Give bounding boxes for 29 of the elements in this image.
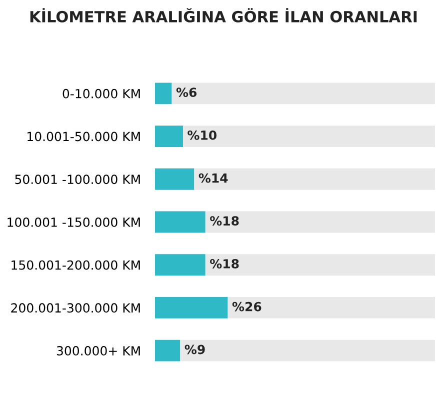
bar <box>155 254 206 276</box>
bar <box>155 297 228 318</box>
bar <box>155 340 180 362</box>
data-label: %26 <box>232 302 262 312</box>
bar <box>155 211 206 233</box>
y-tick-label: 50.001 -100.000 KM <box>15 174 140 184</box>
data-label: %18 <box>210 216 239 226</box>
bar <box>180 340 435 362</box>
bar <box>155 82 172 104</box>
bar <box>155 126 183 147</box>
bar <box>228 297 435 318</box>
y-tick-label: 10.001-50.000 KM <box>28 132 140 142</box>
bar <box>155 168 194 190</box>
bar <box>205 254 435 276</box>
bar <box>205 211 435 233</box>
chart-title: KİLOMETRE ARALIĞINA GÖRE İLAN ORANLARI <box>30 8 417 22</box>
data-label: %10 <box>188 130 217 140</box>
bar <box>194 168 435 190</box>
bar <box>183 126 435 147</box>
y-tick-label: 300.000+ KM <box>56 346 140 356</box>
data-label: %18 <box>210 259 239 268</box>
y-tick-label: 0-10.000 KM <box>62 88 140 98</box>
y-tick-label: 200.001-300.000 KM <box>11 303 140 313</box>
data-label: %6 <box>176 88 197 98</box>
y-tick-label: 150.001-200.000 KM <box>12 260 140 270</box>
y-tick-label: 100.001 -150.000 KM <box>8 217 140 227</box>
data-label: %9 <box>184 344 205 354</box>
bar <box>172 82 435 104</box>
data-label: %14 <box>198 173 228 183</box>
